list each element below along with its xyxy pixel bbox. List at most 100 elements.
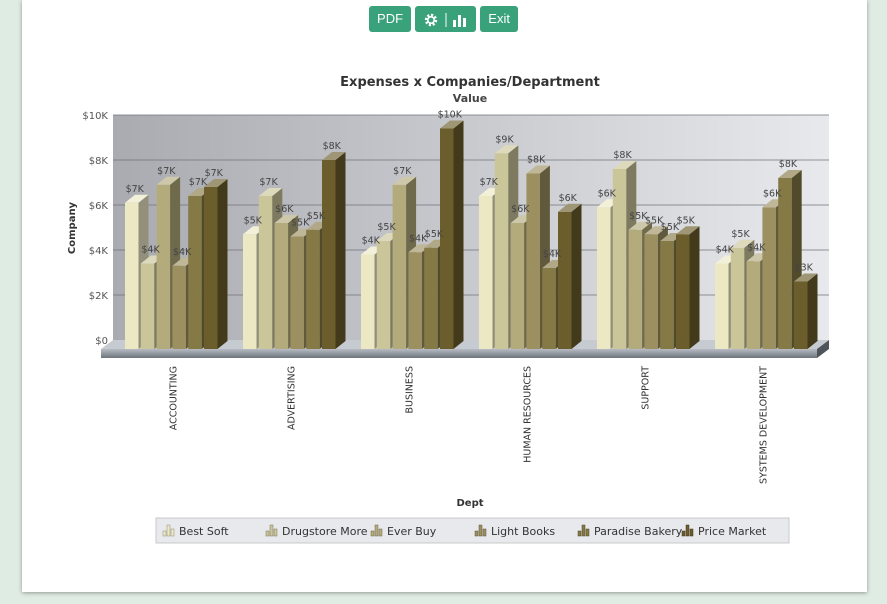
y-tick-label: $10K [82,111,108,122]
y-tick-label: $8K [89,156,109,167]
legend-item[interactable]: Paradise Bakery [577,524,683,538]
bar[interactable] [204,179,228,349]
value-label: $7K [205,168,224,179]
legend-label: Ever Buy [387,525,437,538]
bar-top [408,244,432,253]
value-label: $7K [126,184,145,195]
bar-front [730,247,745,349]
legend-item[interactable]: Drugstore More [265,524,368,538]
bar-side [453,120,464,349]
pdf-button[interactable]: PDF [369,6,412,32]
bar-chart-icon [265,524,278,537]
bar-front [612,169,627,349]
bar[interactable] [440,120,464,350]
value-label: $4K [747,242,766,253]
bar[interactable] [676,226,700,349]
value-label: $4K [716,245,735,256]
gridlines [113,114,829,296]
divider-icon [445,12,447,27]
bar-side [689,226,700,349]
x-tick-label: BUSINESS [404,366,415,413]
bar-top [274,215,299,223]
bar-front [322,160,336,349]
bar-front [306,229,320,349]
bar-top [494,145,519,154]
value-label: $4K [362,236,381,247]
value-label: $4K [409,233,428,244]
value-label: $4K [173,247,192,258]
bar[interactable] [794,273,818,350]
y-tick-label: $6K [89,201,109,212]
x-axis-title: Dept [456,498,483,509]
value-label: $6K [275,204,294,215]
bar-top [322,152,346,160]
value-label: $5K [291,218,310,229]
legend-item[interactable]: Price Market [681,524,767,538]
legend-box [155,517,790,544]
value-labels: $7K$4K$7K$4K$7K$7K$5K$7K$6K$5K$5K$8K$4K$… [126,110,814,274]
legend-label: Best Soft [179,525,229,538]
bar-top [676,226,700,235]
bar-top [204,179,228,187]
bar-front [676,234,690,349]
bar-front [156,184,171,349]
bar-front [494,153,509,349]
value-label: $10K [438,110,463,121]
bar-front [172,265,186,349]
bar-front [243,234,257,349]
value-label: $4K [543,249,562,260]
value-label: $9K [495,134,514,145]
bar-front [408,252,422,349]
chart-title: Expenses x Companies/Department [340,75,600,90]
bar-front [746,261,761,349]
legend-item[interactable]: Best Soft [162,524,229,538]
bar-side [335,152,346,349]
x-tick-label: ADVERTISING [286,366,297,430]
value-label: $4K [141,245,160,256]
value-label: $5K [244,215,263,226]
chart-settings-button[interactable] [415,6,477,32]
bar-front [762,207,776,349]
exit-button[interactable]: Exit [480,6,518,32]
bar[interactable] [558,203,582,349]
bar[interactable] [322,152,346,349]
bar-top [558,203,582,212]
bar-top [392,176,417,185]
bar-top [730,239,755,248]
x-axis: ACCOUNTING ADVERTISING BUSINESS HUMAN RESOU… [168,366,769,484]
bar-front [628,229,643,349]
bar-side [807,273,818,349]
bar-chart-icon [370,524,383,537]
bar-side [571,203,582,349]
bar-front [660,241,674,349]
bar-front [376,241,391,349]
bar-front [794,281,808,349]
bar-top [794,273,818,282]
y-axis-title: Company [67,201,78,254]
bar-front [258,196,273,349]
bar-top [156,176,181,185]
bar-chart-icon [453,14,467,27]
value-label: $6K [559,193,578,204]
value-label: $6K [598,188,617,199]
x-tick-label: SYSTEMS DEVELOPMENT [758,366,769,484]
value-label: $7K [393,166,412,177]
plot-floor-side [817,340,829,358]
bar-top [612,161,637,169]
legend-item[interactable]: Ever Buy [370,524,437,538]
plot-floor-front [101,349,817,358]
bar-front [597,207,611,349]
bar-side [217,179,228,349]
legend-item[interactable]: Light Books [474,524,555,538]
value-label: $5K [629,211,648,222]
value-label: $7K [259,177,278,188]
chart-subtitle: Value [453,92,487,105]
value-label: $7K [157,166,176,177]
value-label: $3K [795,263,814,274]
bar-top [644,226,668,235]
x-tick-label: SUPPORT [640,366,651,410]
value-label: $5K [425,229,444,240]
bar-front [361,254,375,349]
value-label: $8K [323,141,342,152]
